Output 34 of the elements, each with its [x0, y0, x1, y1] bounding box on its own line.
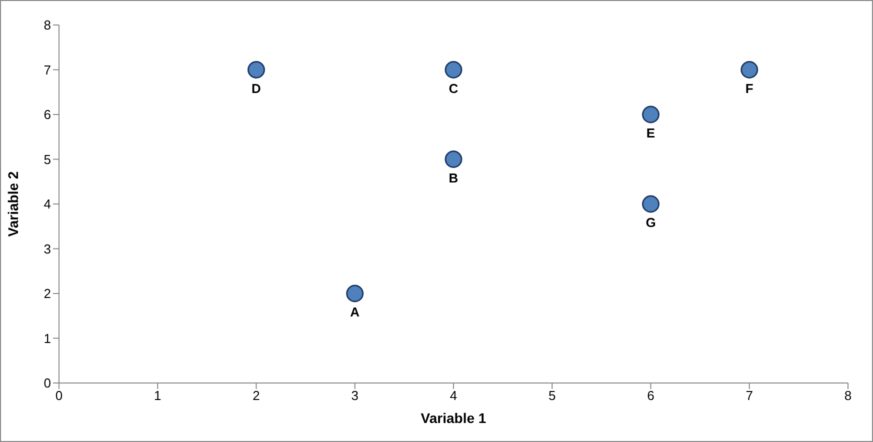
point — [444, 61, 462, 78]
y-tick-label: 5 — [44, 152, 51, 167]
x-axis-title: Variable 1 — [420, 410, 486, 426]
y-tick-label: 4 — [44, 196, 51, 212]
x-tick-label: 3 — [351, 388, 358, 404]
annotation: D — [252, 80, 261, 96]
point — [642, 106, 660, 124]
y-tick-label: 6 — [44, 107, 51, 122]
y-tick-label: 0 — [44, 376, 51, 391]
x-tick-label: 1 — [154, 388, 162, 404]
point — [444, 150, 462, 168]
y-tick-label: 3 — [44, 241, 51, 256]
x-tick-label: 4 — [450, 388, 458, 404]
annotation: B — [448, 170, 458, 186]
point — [346, 284, 364, 302]
x-tick-label: 2 — [252, 388, 260, 404]
x-tick-label: 0 — [55, 388, 63, 404]
point — [248, 61, 265, 78]
point — [642, 195, 660, 213]
x-tick-label: 5 — [548, 388, 556, 404]
annotation: E — [646, 126, 656, 141]
point — [740, 61, 758, 78]
annotation: A — [350, 304, 360, 320]
y-tick-label: 7 — [44, 62, 51, 78]
x-tick-label: 7 — [746, 388, 753, 404]
annotation: C — [448, 80, 459, 96]
x-tick-label: 8 — [844, 388, 852, 404]
x-tick-label: 6 — [647, 388, 654, 404]
annotation: G — [646, 215, 656, 230]
y-axis-title: Variable 2 — [4, 171, 21, 237]
y-tick-label: 8 — [44, 18, 51, 33]
y-tick-label: 2 — [44, 286, 51, 302]
annotation: F — [745, 80, 754, 96]
y-tick-label: 1 — [44, 330, 51, 346]
